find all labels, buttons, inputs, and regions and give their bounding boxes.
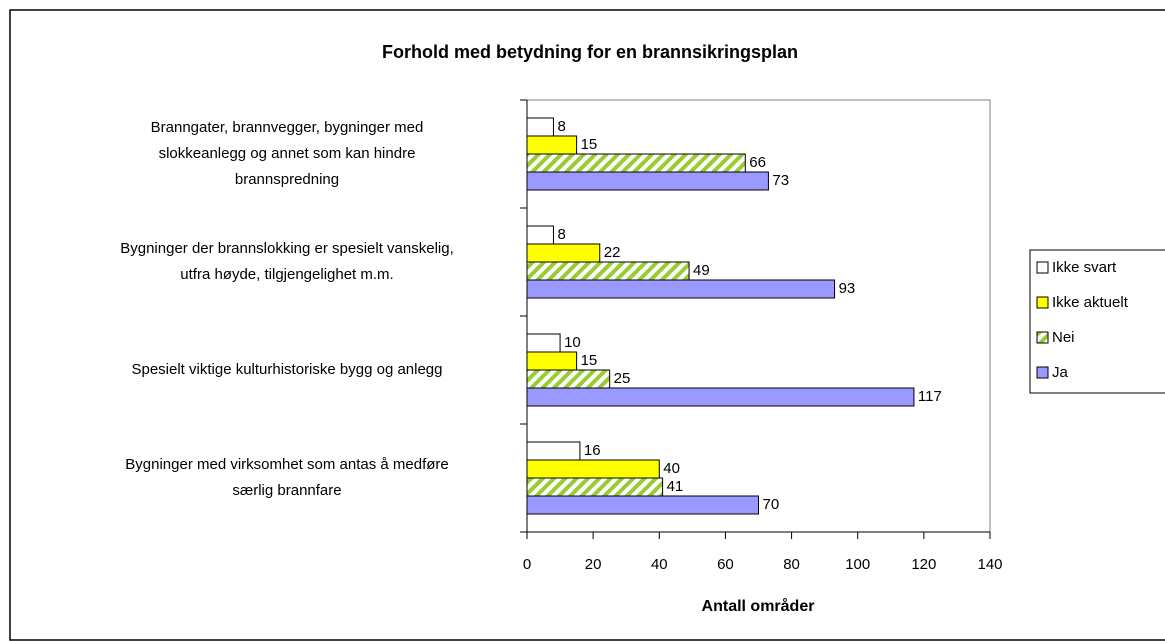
x-tick-label: 60 bbox=[717, 556, 734, 573]
y-tick-label: Bygninger der brannslokking er spesielt … bbox=[120, 240, 454, 257]
value-label: 10 bbox=[564, 334, 581, 351]
y-tick-label: Spesielt viktige kulturhistoriske bygg o… bbox=[131, 361, 442, 378]
x-axis-label: Antall områder bbox=[702, 597, 815, 615]
value-label: 40 bbox=[663, 460, 680, 477]
legend-label: Ikke svart bbox=[1052, 259, 1117, 276]
bar bbox=[526, 495, 759, 515]
legend-label: Nei bbox=[1052, 329, 1075, 346]
bar bbox=[526, 243, 601, 263]
legend-swatch bbox=[1036, 296, 1049, 309]
y-tick-label: Bygninger med virksomhet som antas å med… bbox=[125, 456, 448, 473]
bar bbox=[526, 459, 660, 479]
bar bbox=[526, 135, 578, 155]
bar bbox=[526, 441, 581, 461]
legend-label: Ja bbox=[1052, 364, 1069, 381]
legend-swatch bbox=[1036, 261, 1049, 274]
bar bbox=[526, 477, 664, 497]
value-label: 66 bbox=[749, 154, 766, 171]
legend-swatch bbox=[1036, 366, 1049, 379]
bar bbox=[526, 387, 915, 407]
legend-label: Ikke aktuelt bbox=[1052, 294, 1129, 311]
bar bbox=[526, 225, 554, 245]
value-label: 8 bbox=[557, 226, 565, 243]
value-label: 73 bbox=[772, 172, 789, 189]
value-label: 49 bbox=[693, 262, 710, 279]
bar bbox=[526, 153, 746, 173]
value-label: 8 bbox=[557, 118, 565, 135]
bar bbox=[526, 333, 561, 353]
value-label: 70 bbox=[763, 496, 780, 513]
x-tick-label: 140 bbox=[977, 556, 1002, 573]
value-label: 93 bbox=[839, 280, 856, 297]
value-label: 22 bbox=[604, 244, 621, 261]
bar bbox=[526, 351, 578, 371]
plot-border bbox=[527, 99, 991, 532]
x-tick-label: 100 bbox=[845, 556, 870, 573]
value-label: 15 bbox=[581, 352, 598, 369]
bar bbox=[526, 117, 554, 137]
value-label: 25 bbox=[614, 370, 631, 387]
x-tick-label: 20 bbox=[585, 556, 602, 573]
bar bbox=[526, 279, 836, 299]
y-tick-label: brannspredning bbox=[235, 171, 339, 188]
x-tick-label: 120 bbox=[911, 556, 936, 573]
bar bbox=[526, 369, 611, 389]
y-tick-label: særlig brannfare bbox=[232, 482, 341, 499]
x-tick-label: 80 bbox=[783, 556, 800, 573]
legend bbox=[1029, 249, 1165, 394]
y-tick-label: utfra høyde, tilgjengelighet m.m. bbox=[180, 266, 393, 283]
y-tick-label: slokkeanlegg og annet som kan hindre bbox=[159, 145, 416, 162]
value-label: 117 bbox=[918, 388, 942, 405]
y-tick-label: Branngater, brannvegger, bygninger med bbox=[151, 119, 424, 136]
x-tick-label: 40 bbox=[651, 556, 668, 573]
chart-title: Forhold med betydning for en brannsikrin… bbox=[382, 42, 798, 62]
value-label: 41 bbox=[667, 478, 684, 495]
legend-swatch bbox=[1036, 331, 1049, 344]
bar bbox=[526, 261, 690, 281]
bar bbox=[526, 171, 769, 191]
x-tick-label: 0 bbox=[523, 556, 531, 573]
frame bbox=[9, 9, 1165, 641]
value-label: 15 bbox=[581, 136, 598, 153]
value-label: 16 bbox=[584, 442, 601, 459]
